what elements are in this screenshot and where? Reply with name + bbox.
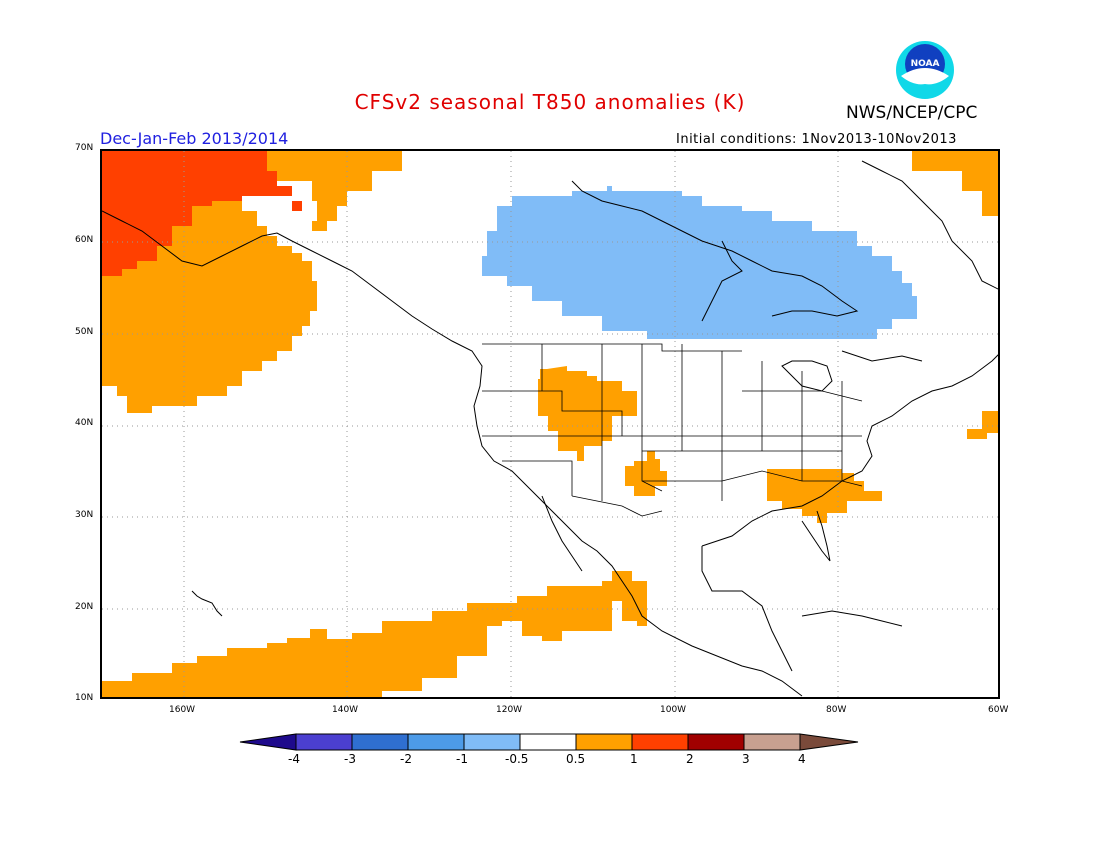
map-canvas	[102, 151, 998, 697]
colorbar-bin	[743, 733, 801, 751]
colorbar-label: 0.5	[566, 752, 586, 766]
colorbar-label: 4	[798, 752, 806, 766]
colorbar-bin	[463, 733, 521, 751]
colorbar-bin	[351, 733, 409, 751]
colorbar-label: 1	[630, 752, 638, 766]
anomaly-map	[100, 149, 1000, 699]
initial-conditions-label: Initial conditions: 1Nov2013-10Nov2013	[676, 132, 957, 147]
agency-label: NWS/NCEP/CPC	[846, 103, 978, 123]
state-borders	[482, 343, 863, 517]
colorbar-label: -0.5	[505, 752, 529, 766]
cold-anomaly-area	[482, 186, 917, 339]
colorbar-label: 3	[742, 752, 750, 766]
warm-anomaly-areas	[102, 151, 998, 697]
noaa-logo: NOAA	[896, 41, 954, 99]
colorbar-max-arrow	[799, 733, 859, 751]
colorbar-bin	[687, 733, 745, 751]
colorbar-bin	[519, 733, 577, 751]
colorbar-bin	[407, 733, 465, 751]
colorbar-label: -1	[456, 752, 468, 766]
lat-label-30n: 30N	[75, 510, 94, 520]
colorbar-label: -4	[288, 752, 300, 766]
lat-label-10n: 10N	[75, 693, 94, 703]
season-label: Dec-Jan-Feb 2013/2014	[100, 129, 289, 148]
colorbar-label: -2	[400, 752, 412, 766]
map-title: CFSv2 seasonal T850 anomalies (K)	[354, 90, 746, 114]
lon-label-80w: 80W	[826, 705, 847, 715]
colorbar-label: -3	[344, 752, 356, 766]
lon-label-60w: 60W	[988, 705, 1009, 715]
coastlines	[102, 160, 998, 697]
strong-warm-anomaly-area	[102, 151, 302, 276]
lat-label-20n: 20N	[75, 602, 94, 612]
lon-label-140w: 140W	[332, 705, 359, 715]
logo-text: NOAA	[911, 59, 940, 69]
lat-label-60n: 60N	[75, 235, 94, 245]
colorbar-bin	[295, 733, 353, 751]
colorbar-bin	[631, 733, 689, 751]
lon-label-120w: 120W	[496, 705, 523, 715]
lon-label-100w: 100W	[660, 705, 687, 715]
lat-label-70n: 70N	[75, 143, 94, 153]
colorbar-min-arrow	[239, 733, 297, 751]
lat-label-40n: 40N	[75, 418, 94, 428]
colorbar	[239, 733, 859, 751]
lon-label-160w: 160W	[169, 705, 196, 715]
lat-label-50n: 50N	[75, 327, 94, 337]
gridlines	[102, 151, 998, 697]
colorbar-bin	[575, 733, 633, 751]
colorbar-label: 2	[686, 752, 694, 766]
